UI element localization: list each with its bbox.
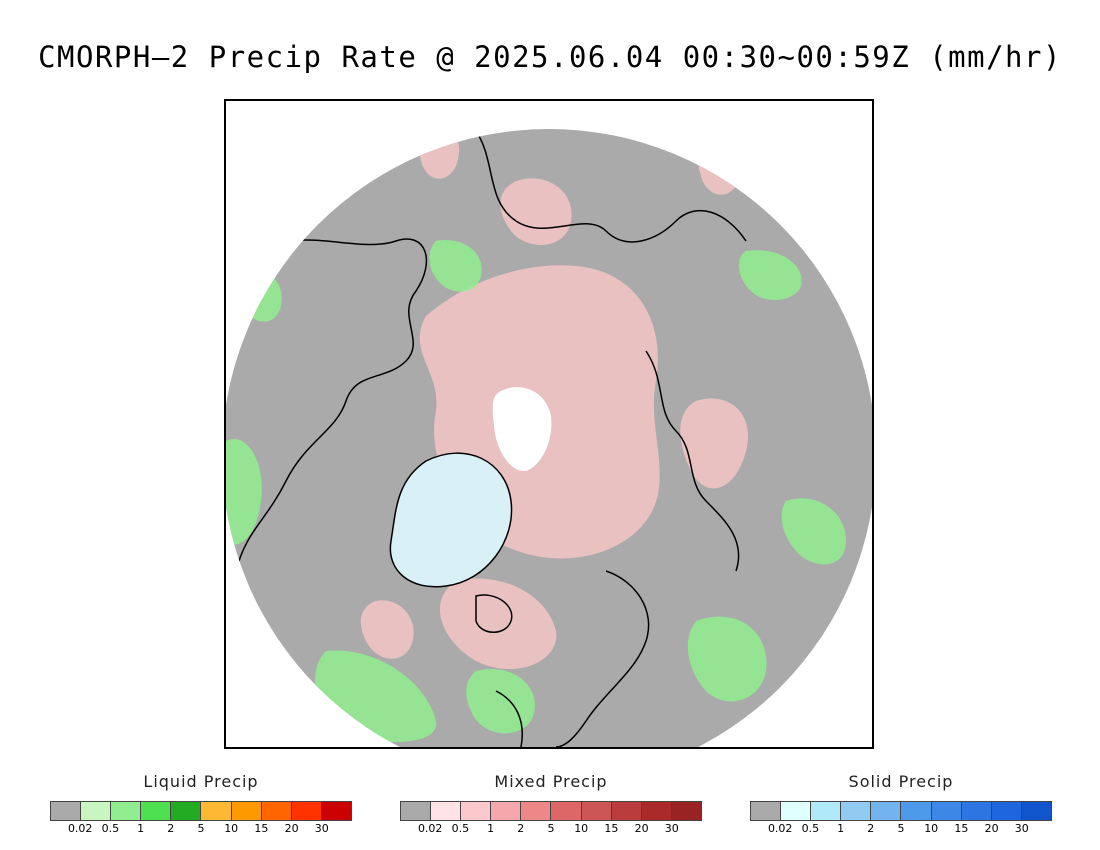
legend-swatch <box>401 802 432 820</box>
legend-tick-label: 10 <box>924 822 939 835</box>
legend-swatch <box>811 802 842 820</box>
legend-swatch <box>961 802 992 820</box>
legend-tick-label: 20 <box>284 822 299 835</box>
legend-swatch <box>521 802 552 820</box>
legend-swatch <box>551 802 582 820</box>
legend-swatch <box>931 802 962 820</box>
mixed-precip-patch <box>439 578 557 670</box>
legend-tick-label: 30 <box>314 822 329 835</box>
legend-swatch <box>81 802 112 820</box>
legend-mixed-precip: Mixed Precip 0.02 0.5 1 2 5 10 15 20 30 <box>400 772 702 836</box>
north-pole-data-gap <box>492 387 552 472</box>
legend-swatch <box>141 802 172 820</box>
legend-color-bar <box>750 801 1052 821</box>
legend-swatch <box>321 802 351 820</box>
legend-swatch <box>901 802 932 820</box>
legend-tick-label: 10 <box>224 822 239 835</box>
legend-swatch <box>581 802 612 820</box>
legend-tick-label: 10 <box>574 822 589 835</box>
polar-map <box>226 129 872 747</box>
legend-tick-label: 15 <box>254 822 269 835</box>
legend-swatch <box>991 802 1022 820</box>
legend-swatch <box>171 802 202 820</box>
legend-swatch <box>671 802 701 820</box>
legend-tick-label: 15 <box>954 822 969 835</box>
legend-tick-label: 2 <box>867 822 875 835</box>
legend-tick-label: 5 <box>547 822 555 835</box>
liquid-precip-area <box>429 240 482 292</box>
legend-tick-labels: 0.02 0.5 1 2 5 10 15 20 30 <box>400 822 702 836</box>
legend-liquid-precip: Liquid Precip 0.02 0.5 1 2 5 10 15 20 30 <box>50 772 352 836</box>
legend-tick-label: 30 <box>1014 822 1029 835</box>
legend-tick-label: 2 <box>517 822 525 835</box>
greenland-ice <box>390 453 512 587</box>
legend-swatch <box>751 802 782 820</box>
legend-tick-label: 0.5 <box>801 822 820 835</box>
liquid-precip-area <box>781 498 846 565</box>
map-frame <box>224 99 874 749</box>
legend-title: Solid Precip <box>848 772 954 791</box>
coastline <box>475 594 513 633</box>
coastline <box>235 238 427 572</box>
legend-tick-labels: 0.02 0.5 1 2 5 10 15 20 30 <box>50 822 352 836</box>
legend-tick-label: 0.02 <box>67 822 93 835</box>
legend-title: Mixed Precip <box>494 772 608 791</box>
legend-swatch <box>871 802 902 820</box>
legend-solid-precip: Solid Precip 0.02 0.5 1 2 5 10 15 20 30 <box>750 772 1052 836</box>
legend-tick-label: 1 <box>487 822 495 835</box>
legend-tick-label: 5 <box>197 822 205 835</box>
legend-swatch <box>641 802 672 820</box>
greenland-coastline <box>389 452 513 588</box>
legend-swatch <box>201 802 232 820</box>
page-title: CMORPH–2 Precip Rate @ 2025.06.04 00:30~… <box>38 40 1062 74</box>
liquid-precip-area <box>226 439 262 545</box>
legend-tick-label: 20 <box>634 822 649 835</box>
legend-swatch <box>51 802 82 820</box>
mixed-precip-patch <box>680 398 748 489</box>
legend-tick-label: 1 <box>137 822 145 835</box>
legend-swatch <box>431 802 462 820</box>
legend-tick-label: 0.5 <box>451 822 470 835</box>
legend-tick-label: 20 <box>984 822 999 835</box>
liquid-precip-area <box>687 616 767 702</box>
legend-tick-label: 1 <box>837 822 845 835</box>
legend-title: Liquid Precip <box>143 772 259 791</box>
legend-swatch <box>461 802 492 820</box>
mixed-precip-patch <box>360 600 414 659</box>
liquid-precip-area <box>466 669 535 734</box>
legend-tick-label: 0.02 <box>767 822 793 835</box>
coastline <box>555 570 650 747</box>
legend-color-bar <box>50 801 352 821</box>
legend-tick-labels: 0.02 0.5 1 2 5 10 15 20 30 <box>750 822 1052 836</box>
legend-color-bar <box>400 801 702 821</box>
liquid-precip-area <box>738 250 802 301</box>
coastline <box>645 350 740 572</box>
legend-tick-label: 0.02 <box>417 822 443 835</box>
legend-swatch <box>841 802 872 820</box>
legend-swatch <box>781 802 812 820</box>
legend-swatch <box>231 802 262 820</box>
legend-swatch <box>611 802 642 820</box>
legend-tick-label: 30 <box>664 822 679 835</box>
legend-tick-label: 5 <box>897 822 905 835</box>
mixed-precip-patch <box>500 178 572 245</box>
legend-tick-label: 2 <box>167 822 175 835</box>
legend-swatch <box>111 802 142 820</box>
legend-swatch <box>261 802 292 820</box>
legend-swatch <box>291 802 322 820</box>
legend-swatch <box>491 802 522 820</box>
coastline <box>475 130 747 243</box>
coastline <box>495 690 523 747</box>
legend-tick-label: 0.5 <box>101 822 120 835</box>
legend-tick-label: 15 <box>604 822 619 835</box>
legend-swatch <box>1021 802 1051 820</box>
